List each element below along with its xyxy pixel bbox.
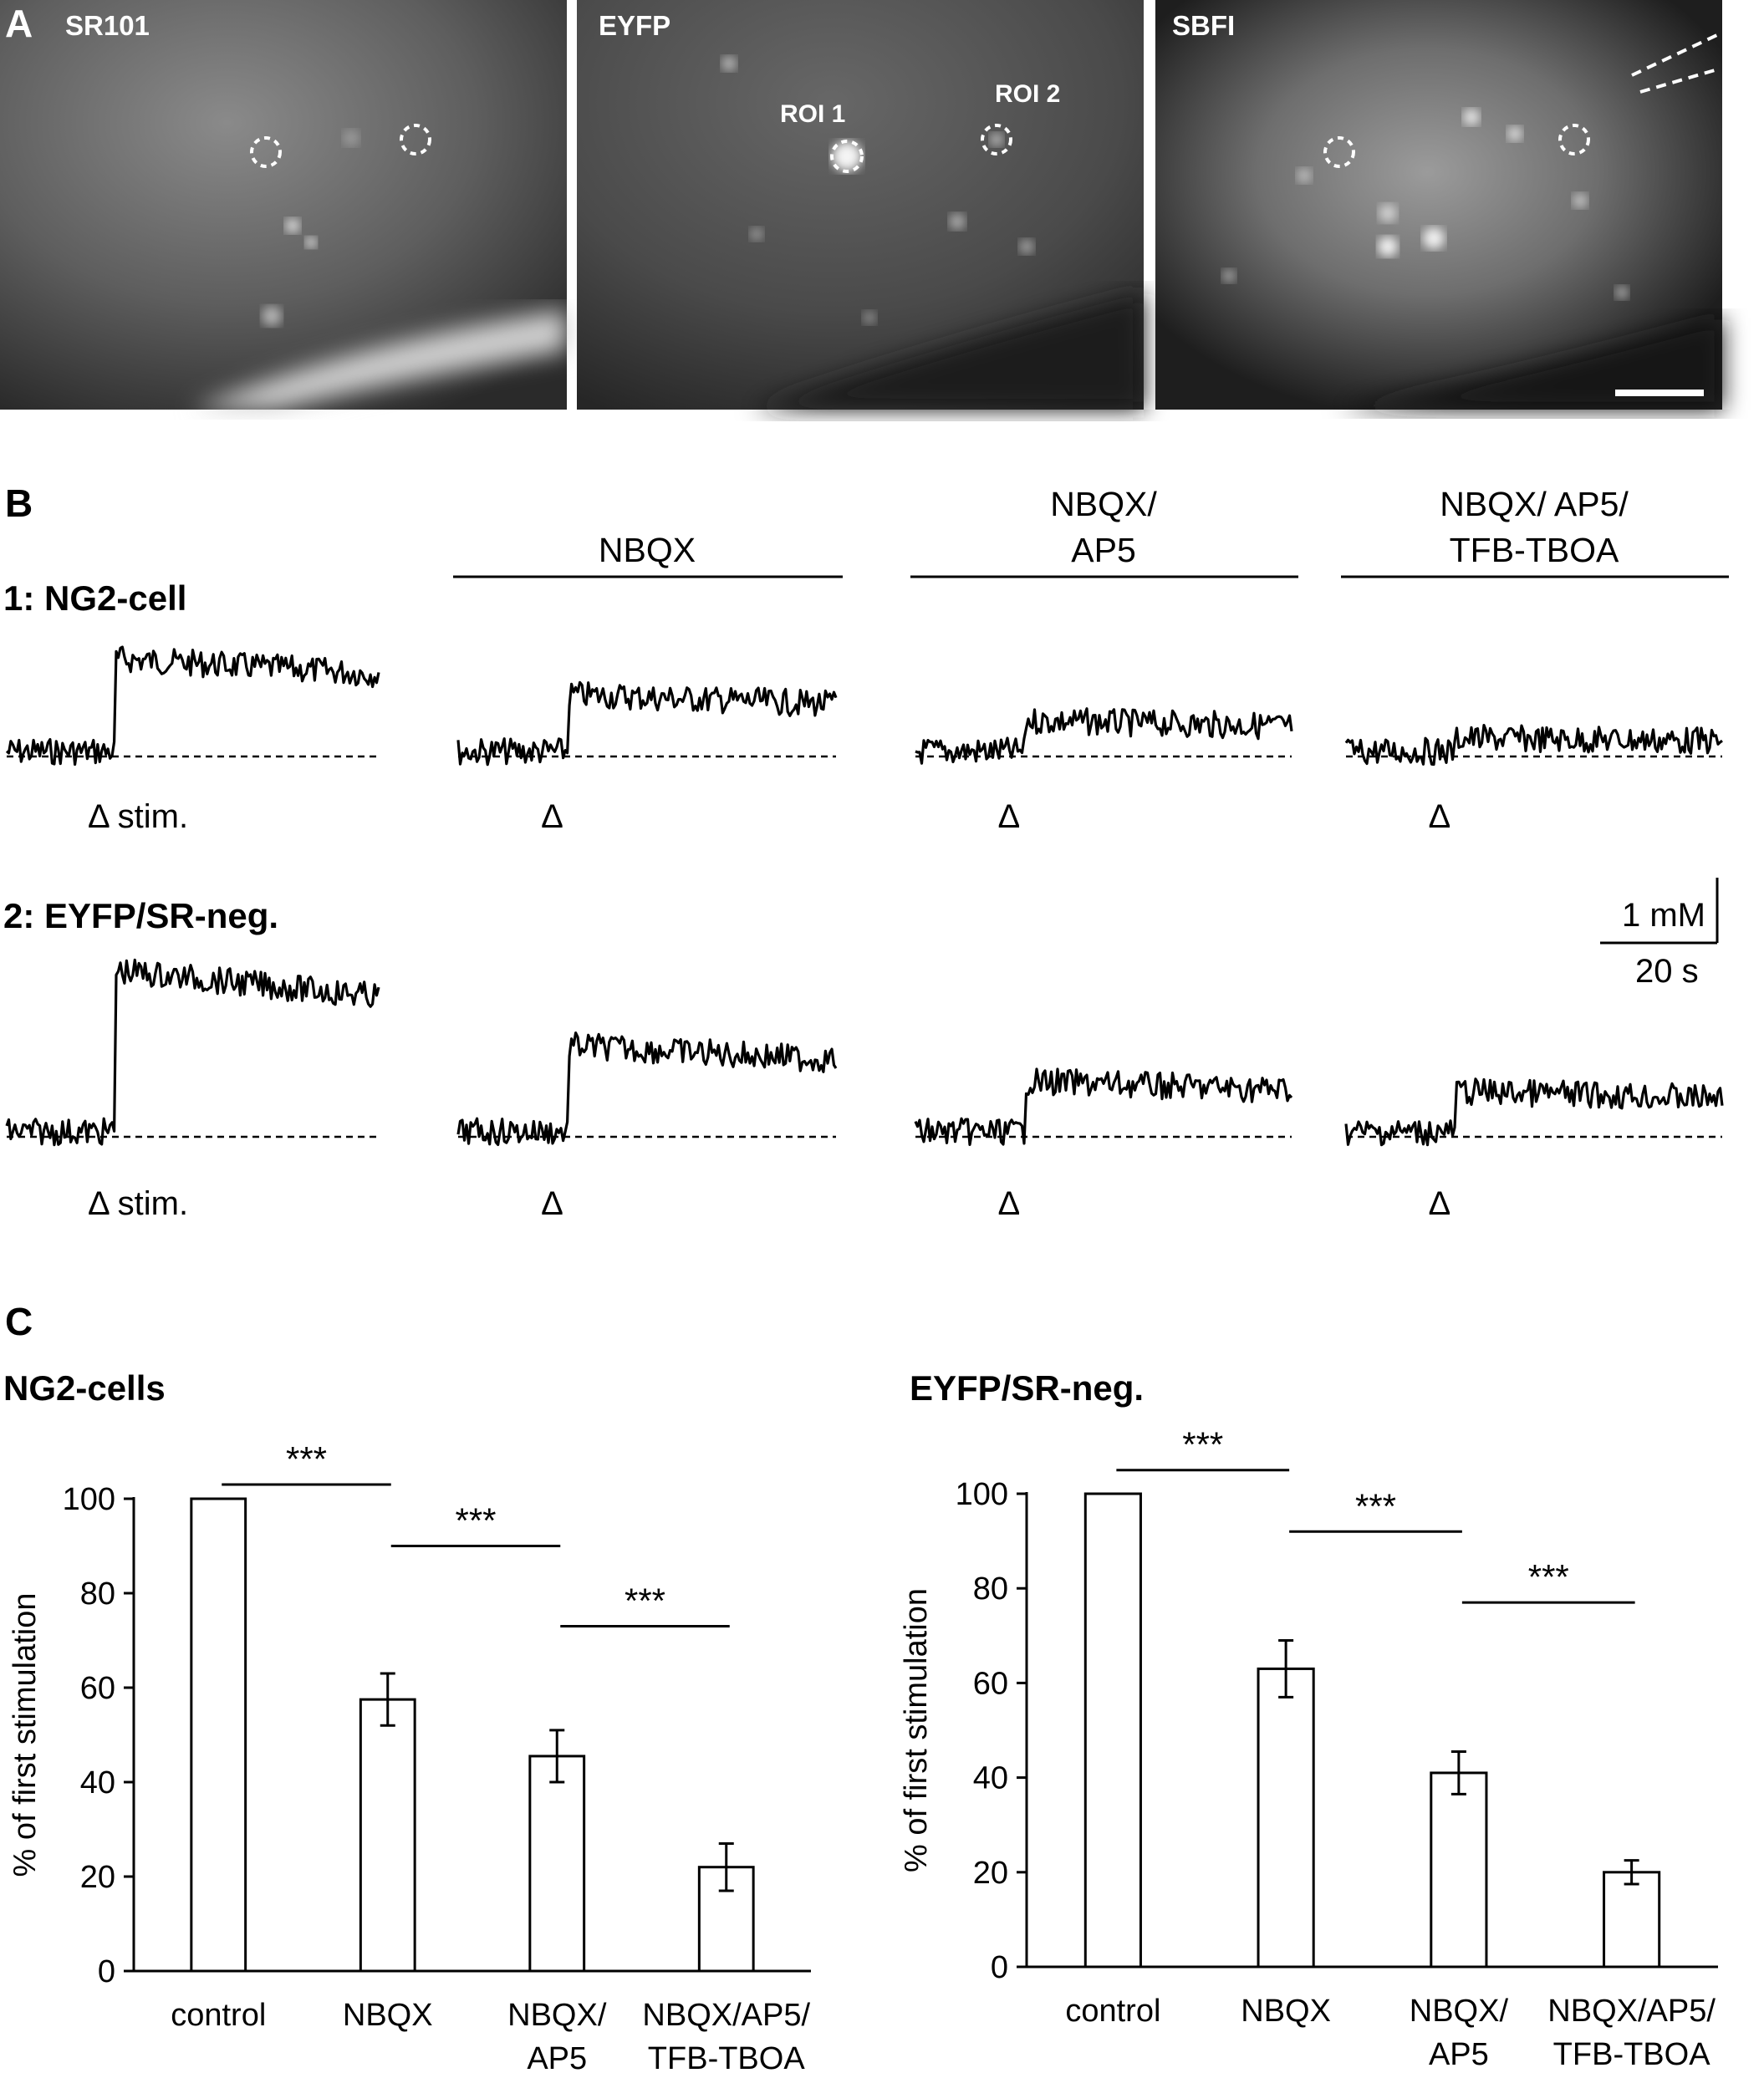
micrograph-sr101: A SR101 [0, 0, 567, 410]
condition-label-1: NBQX [599, 531, 696, 569]
x-category-label: NBQX/ [507, 1998, 607, 2033]
condition-label-3: NBQX/ AP5/ [1440, 485, 1629, 523]
panel-b-letter: B [5, 481, 33, 525]
stim-marker: Δ stim. [88, 1185, 188, 1222]
panel-a: A SR101 EYFP ROI 1 ROI 2 [0, 0, 1722, 410]
panel-c: C NG2-cells 0 20 40 60 80 100 % of first stimu… [3, 1300, 1718, 2073]
significance-label: *** [625, 1581, 665, 1621]
y-tick-label: 80 [80, 1576, 115, 1612]
chart-title: NG2-cells [3, 1368, 166, 1408]
condition-label-3: TFB-TBOA [1450, 531, 1619, 569]
condition-label-2: AP5 [1071, 531, 1136, 569]
row-label-ng2-cell: 1: NG2-cell [3, 578, 186, 618]
significance-label: *** [1182, 1425, 1223, 1464]
micrograph-label-sr101: SR101 [65, 10, 150, 41]
panel-b: B 1: NG2-cell 2: EYFP/SR-neg. NBQX NBQX/A… [3, 481, 1729, 1222]
micrograph-sbfi: SBFI [1155, 0, 1722, 410]
x-category-label: AP5 [527, 2041, 587, 2073]
bar [359, 1698, 416, 1973]
condition-label-2: NBQX/ [1050, 485, 1157, 523]
x-category-label: NBQX/AP5/ [642, 1998, 810, 2033]
scale-label-conc: 1 mM [1622, 897, 1705, 934]
micrograph-eyfp: EYFP ROI 1 ROI 2 [577, 0, 1144, 410]
na-trace [1344, 724, 1723, 767]
y-tick-label: 100 [956, 1477, 1008, 1512]
y-tick-label: 20 [973, 1856, 1008, 1891]
roi-label-1: ROI 1 [780, 100, 845, 128]
na-trace [914, 1067, 1293, 1146]
roi-label-2: ROI 2 [995, 80, 1060, 108]
na-trace [915, 707, 1293, 765]
panel-a-letter: A [5, 2, 33, 45]
na-trace [5, 958, 380, 1147]
bar-chart-ng2-cells: NG2-cells 0 20 40 60 80 100 % of first stimula… [3, 1368, 811, 2073]
x-category-label: AP5 [1429, 2037, 1489, 2072]
x-category-label: NBQX/ [1410, 1994, 1509, 2029]
y-axis-title: % of first stimulation [8, 1593, 43, 1877]
row-label-eyfp-sr-neg: 2: EYFP/SR-neg. [3, 896, 278, 935]
y-tick-label: 80 [973, 1571, 1008, 1607]
stim-marker: Δ [1429, 1185, 1451, 1222]
bar [1083, 1492, 1142, 1969]
y-tick-label: 40 [80, 1765, 115, 1801]
bar [528, 1755, 586, 1973]
significance-label: *** [455, 1501, 496, 1541]
y-tick-label: 0 [98, 1954, 115, 1989]
y-tick-label: 0 [991, 1950, 1008, 1985]
trace-scale-bar: 1 mM 20 s [1600, 878, 1719, 990]
error-bar [380, 1672, 395, 1727]
y-tick-label: 60 [973, 1666, 1008, 1701]
na-trace [456, 680, 838, 767]
y-tick-label: 60 [80, 1671, 115, 1706]
error-bar [1624, 1859, 1639, 1886]
error-bar [549, 1729, 565, 1784]
y-axis-title: % of first stimulation [899, 1588, 934, 1872]
x-category-label: NBQX [343, 1998, 433, 2033]
panel-c-letter: C [5, 1300, 33, 1343]
stim-marker: Δ stim. [88, 798, 188, 835]
x-category-label: control [1065, 1994, 1160, 2029]
bar [1257, 1667, 1315, 1969]
error-bar [1278, 1638, 1294, 1699]
stim-marker: Δ [1429, 798, 1451, 835]
chart-title: EYFP/SR-neg. [910, 1368, 1144, 1408]
x-category-label: TFB-TBOA [1553, 2037, 1711, 2072]
bar-chart-eyfp-sr-neg: EYFP/SR-neg. 0 20 40 60 80 100 % of first stim… [899, 1368, 1718, 2072]
error-bar [1450, 1750, 1466, 1795]
na-trace [5, 645, 380, 767]
pipette-outline [1631, 32, 1721, 94]
bar [190, 1497, 247, 1973]
stim-marker: Δ [541, 798, 563, 835]
condition-headers: NBQX NBQX/AP5 NBQX/ AP5/TFB-TBOA [453, 485, 1729, 578]
stim-marker: Δ [998, 1185, 1021, 1222]
na-trace [456, 1031, 838, 1146]
x-category-label: NBQX/AP5/ [1547, 1994, 1716, 2029]
error-bar [718, 1841, 734, 1892]
significance-label: *** [286, 1439, 327, 1479]
scale-label-time: 20 s [1635, 953, 1699, 990]
micrograph-label-sbfi: SBFI [1172, 10, 1235, 41]
micrograph-label-eyfp: EYFP [599, 10, 670, 41]
x-category-label: TFB-TBOA [648, 2041, 806, 2073]
significance-label: *** [1528, 1557, 1569, 1597]
y-tick-label: 40 [973, 1761, 1008, 1796]
y-tick-label: 20 [80, 1860, 115, 1895]
na-trace [1344, 1077, 1724, 1147]
stim-marker: Δ [541, 1185, 563, 1222]
stim-marker: Δ [998, 798, 1021, 835]
y-tick-label: 100 [63, 1482, 115, 1517]
trace-area: Δ stim. Δ Δ Δ Δ stim. Δ Δ Δ [5, 645, 1724, 1222]
x-category-label: control [171, 1998, 266, 2033]
bar [1430, 1771, 1488, 1969]
significance-label: *** [1355, 1486, 1396, 1525]
bar [1603, 1871, 1661, 1969]
x-category-label: NBQX [1241, 1994, 1331, 2029]
